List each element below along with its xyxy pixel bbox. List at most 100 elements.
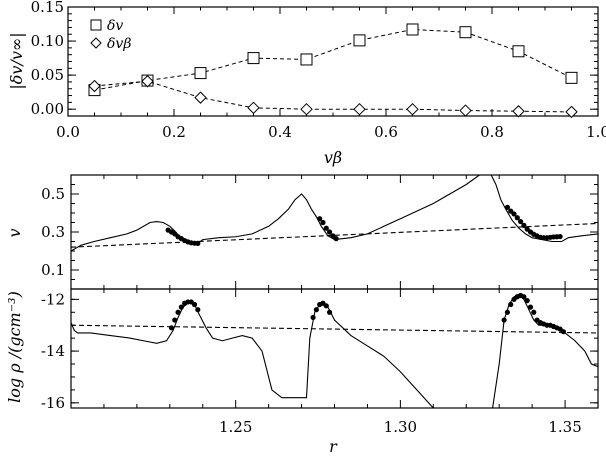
- marker-dot-middle: [323, 225, 329, 231]
- reference-line-bottom: [71, 324, 598, 334]
- data-point-dv: [300, 53, 313, 66]
- marker-dot-middle: [326, 229, 333, 235]
- panel-top: 0.0 0.2 0.4 0.6 0.8 1.0 0.00 0.05 0.10 0.15 δv δ…: [7, 0, 606, 167]
- y-tick-label-middle: 0.1: [41, 261, 65, 279]
- y-axis-label-top: |δv/v∞|: [7, 32, 26, 89]
- legend-marker-diamond: [90, 37, 102, 49]
- series-group-bottom: [71, 292, 598, 408]
- data-point-dvbeta: [247, 101, 260, 115]
- marker-dot-middle: [514, 215, 520, 221]
- data-point-dvbeta: [194, 91, 207, 104]
- plot-frame-top: [67, 6, 599, 117]
- y-axis-ticks-middle: 0.1 0.3 0.5: [41, 174, 598, 290]
- marker-dot-bottom: [195, 307, 201, 313]
- y-tick-label-top: 0.10: [31, 32, 64, 50]
- y-tick-label-top: 0.05: [31, 66, 64, 84]
- x-tick-label-top: 0.4: [268, 123, 292, 141]
- marker-dot-middle: [557, 233, 563, 240]
- marker-dot-middle: [320, 219, 326, 226]
- marker-dot-middle: [195, 240, 201, 246]
- y-axis-ticks-bottom: -16 -14 -12: [41, 290, 598, 412]
- y-axis-label-middle: v: [5, 228, 24, 237]
- data-point-dvbeta: [406, 102, 419, 116]
- x-tick-label-top: 1.0: [586, 123, 606, 141]
- legend: δv δvβ: [90, 18, 131, 52]
- series-group-middle: [71, 175, 598, 252]
- x-tick-label-bottom: 1.35: [548, 418, 581, 436]
- marker-dot-bottom: [326, 309, 333, 315]
- data-point-dv: [406, 23, 419, 36]
- x-tick-label-top: 0.8: [480, 123, 504, 141]
- series-line-dv: [94, 28, 572, 91]
- data-point-dv: [353, 34, 366, 47]
- marker-dot-middle: [521, 222, 527, 228]
- clipped-series-middle: [71, 175, 598, 252]
- y-axis-label-bottom: log ρ /(gcm⁻³): [5, 291, 24, 403]
- legend-marker-square: [90, 19, 102, 31]
- y-tick-label-middle: 0.3: [41, 223, 65, 241]
- marker-dot-bottom: [313, 307, 319, 313]
- x-axis-ticks-bottom: 1.25 1.30 1.35: [70, 289, 599, 436]
- plot-frame-bottom: [70, 288, 599, 409]
- marker-dot-bottom: [191, 301, 198, 308]
- marker-dot-bottom: [508, 301, 514, 308]
- marker-dot-bottom: [524, 298, 530, 304]
- marker-dot-bottom: [172, 317, 178, 323]
- profile-line-middle: [71, 175, 598, 252]
- marker-dot-bottom: [521, 294, 527, 300]
- y-tick-label-top: 0.15: [31, 0, 64, 16]
- data-point-dv: [459, 26, 472, 39]
- data-point-dv: [512, 45, 525, 58]
- plot-frame-middle: [70, 174, 599, 290]
- series-line-dvbeta: [94, 80, 572, 113]
- marker-dot-middle: [333, 236, 339, 242]
- x-axis-label-bottom: r: [329, 437, 338, 456]
- clipped-series-bottom: [71, 292, 598, 408]
- data-point-dvbeta: [141, 75, 154, 88]
- panel-middle: 0.1 0.3 0.5 v: [5, 174, 599, 290]
- marker-dot-bottom: [175, 309, 181, 315]
- series-group-top: [88, 23, 578, 119]
- marker-dot-bottom: [178, 304, 184, 310]
- data-point-dvbeta: [565, 105, 578, 119]
- profile-line-bottom: [71, 293, 598, 408]
- y-tick-label-bottom: -14: [41, 342, 65, 360]
- marker-dot-bottom: [323, 303, 329, 309]
- marker-dot-middle: [517, 218, 524, 225]
- data-point-dvbeta: [512, 105, 525, 118]
- x-tick-label-top: 0.0: [56, 123, 80, 141]
- marker-dot-bottom: [310, 314, 316, 321]
- marker-dot-bottom: [168, 325, 175, 331]
- x-axis-label-top: vβ: [324, 148, 342, 167]
- y-tick-label-bottom: -12: [41, 290, 65, 308]
- legend-label-dv: δv: [107, 18, 123, 34]
- marker-dot-middle: [317, 216, 323, 222]
- marker-dot-bottom: [504, 309, 511, 315]
- data-point-dvbeta: [459, 104, 472, 117]
- marker-dot-middle: [511, 211, 517, 217]
- x-axis-ticks-middle: [70, 175, 599, 289]
- marker-dot-bottom: [560, 329, 567, 335]
- x-tick-label-top: 0.6: [374, 123, 398, 141]
- marker-dot-bottom: [527, 304, 534, 310]
- x-axis-ticks-top: 0.0 0.2 0.4 0.6 0.8 1.0: [56, 7, 606, 141]
- data-point-dv: [247, 52, 260, 65]
- data-point-dv: [194, 67, 207, 80]
- data-point-dvbeta: [88, 79, 101, 93]
- y-tick-label-bottom: -16: [41, 394, 65, 412]
- data-point-dv: [565, 71, 578, 84]
- panel-bottom: 1.25 1.30 1.35 -16 -14 -12 r log ρ /(gcm⁻³): [5, 288, 599, 456]
- data-point-dvbeta: [300, 102, 313, 116]
- x-tick-label-bottom: 1.25: [219, 418, 252, 436]
- marker-dot-bottom: [531, 309, 537, 315]
- y-tick-label-top: 0.00: [31, 100, 64, 118]
- y-axis-ticks-top: 0.00 0.05 0.10 0.15: [31, 0, 598, 118]
- y-tick-label-middle: 0.5: [41, 185, 65, 203]
- marker-dot-bottom: [501, 317, 507, 323]
- marker-dot-middle: [504, 204, 511, 210]
- legend-label-dvbeta: δvβ: [107, 36, 131, 52]
- x-tick-label-bottom: 1.30: [384, 418, 417, 436]
- data-point-dvbeta: [353, 102, 366, 116]
- x-tick-label-top: 0.2: [162, 123, 186, 141]
